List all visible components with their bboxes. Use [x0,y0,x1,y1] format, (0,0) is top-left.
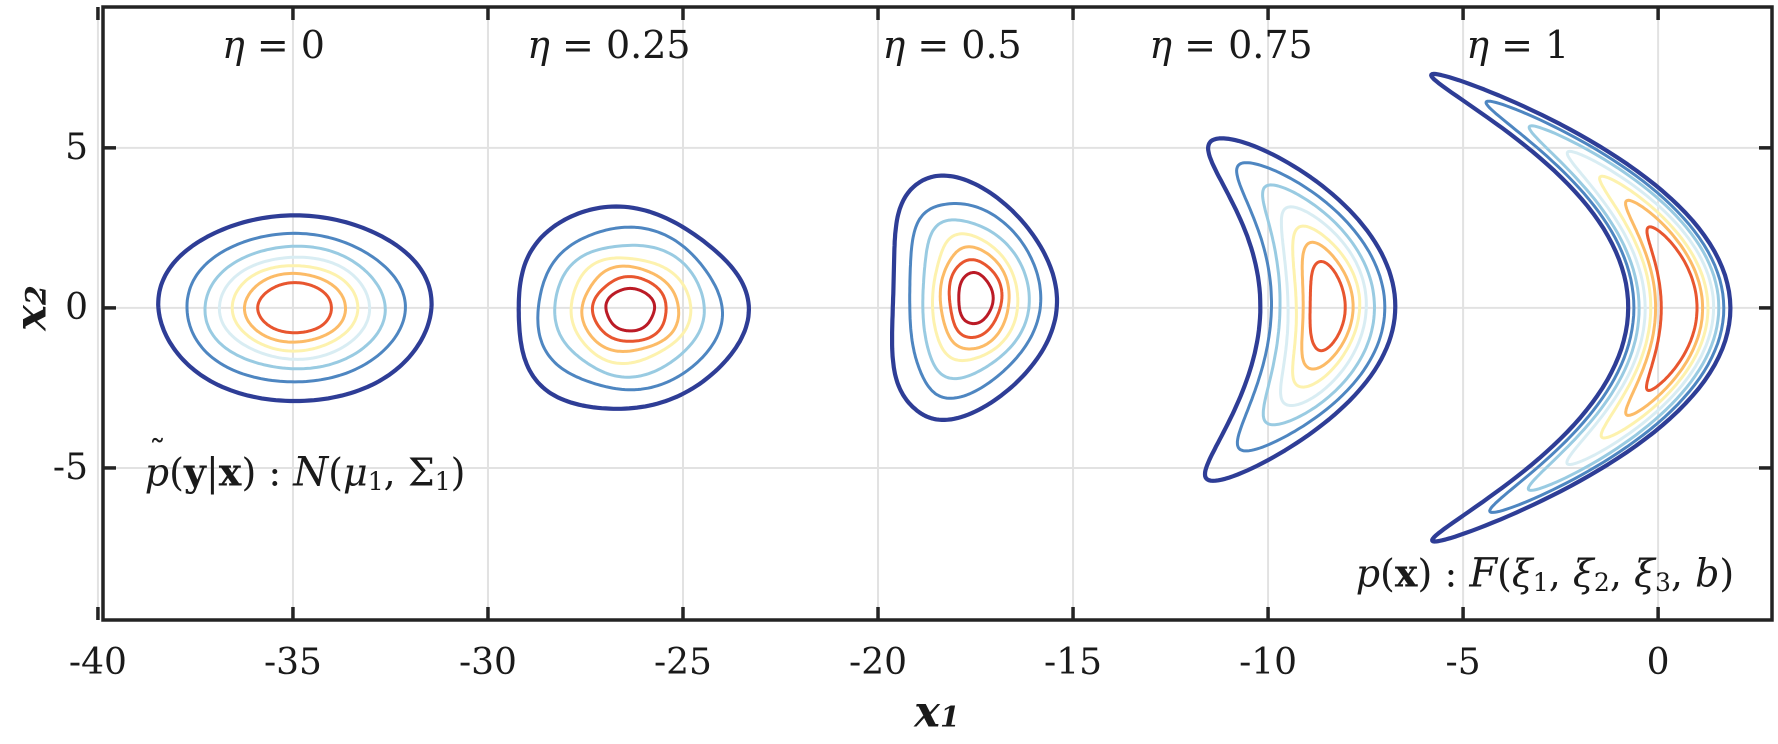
contour-eta-0.25-level-3 [569,256,693,365]
contour-eta-0-level-0 [156,213,434,404]
contour-eta-0.25-level-1 [536,225,724,392]
y-tick-label-5: 5 [65,126,88,168]
contour-eta-0.75-level-4 [1291,224,1362,389]
contour-eta-0-level-2 [203,244,387,371]
panel-label-eta-0.25: η = 0.25 [527,23,691,68]
contour-eta-0.75-level-2 [1261,183,1376,427]
y-axis-label-sub: 2 [18,285,53,306]
contour-eta-1-level-1 [1484,99,1726,514]
contour-eta-1-level-3 [1565,149,1716,466]
contour-eta-0.75-level-6 [1308,260,1347,353]
y-tick-label-0: 0 [65,286,88,328]
contour-eta-1-level-5 [1624,198,1705,417]
x-tick-label--35: -35 [263,642,322,683]
axis-frame [101,5,1774,622]
annotation-prior-annotation: p ˜ (y|x) : N(μ1, Σ1) [144,433,466,497]
contour-eta-0.5-level-1 [908,202,1043,400]
contour-eta-0-level-1 [185,231,407,384]
annotation-target-annotation: p(x) : F(ξ1, ξ2, ξ3, b) [1355,550,1735,598]
y-axis-label: x2 [7,285,57,330]
x-tick-label-0: 0 [1646,642,1670,683]
contour-eta-0-level-4 [230,264,360,353]
tilde-accent: ˜ [148,433,166,474]
panel-label-eta-0.75: η = 0.75 [1149,23,1313,68]
x-tick-label--25: -25 [653,642,712,683]
x-tick-label--10: -10 [1239,642,1298,683]
contour-eta-0.25-level-6 [604,286,657,333]
x-axis-label: x1 [914,691,960,735]
panel-label-eta-0.5: η = 0.5 [882,23,1022,68]
contour-eta-0.75-level-0 [1202,136,1398,483]
x-tick-label--40: -40 [68,642,127,683]
contour-eta-0.5-level-5 [947,258,1004,339]
contour-eta-1-level-4 [1598,174,1710,440]
contour-eta-0.25-level-2 [553,243,706,379]
contour-eta-0.5-level-3 [931,232,1020,363]
contour-eta-1-level-0 [1429,71,1733,544]
contour-eta-0.25-level-4 [580,264,681,353]
contour-eta-1-level-6 [1645,225,1699,392]
contour-eta-1-level-2 [1526,124,1721,492]
panel-label-eta-1: η = 1 [1466,23,1570,68]
x-axis-label-sub: 1 [939,699,960,734]
contour-eta-0.75-level-3 [1279,205,1368,407]
panel-label-eta-0: η = 0 [221,23,325,68]
contour-eta-0.5-level-2 [921,218,1031,381]
x-tick-label--20: -20 [849,642,908,683]
y-tick-label--5: -5 [52,446,88,488]
x-tick-label--5: -5 [1445,642,1481,683]
contour-eta-0.5-level-0 [890,173,1060,422]
contour-eta-0.25-level-5 [590,275,668,343]
contour-eta-0.5-level-4 [938,245,1011,351]
contour-eta-0-level-6 [256,281,333,335]
contour-eta-0.5-level-6 [957,271,995,326]
contour-eta-0.75-level-1 [1235,161,1387,453]
x-tick-label--15: -15 [1044,642,1103,683]
x-tick-label--30: -30 [458,642,517,683]
contour-eta-0.75-level-5 [1300,240,1355,371]
y-axis-label-base: x [6,305,57,331]
contour-eta-0-level-5 [243,271,347,344]
x-axis-label-base: x [914,687,940,738]
contour-eta-0-level-3 [217,255,372,361]
contour-eta-0.25-level-0 [516,204,751,411]
